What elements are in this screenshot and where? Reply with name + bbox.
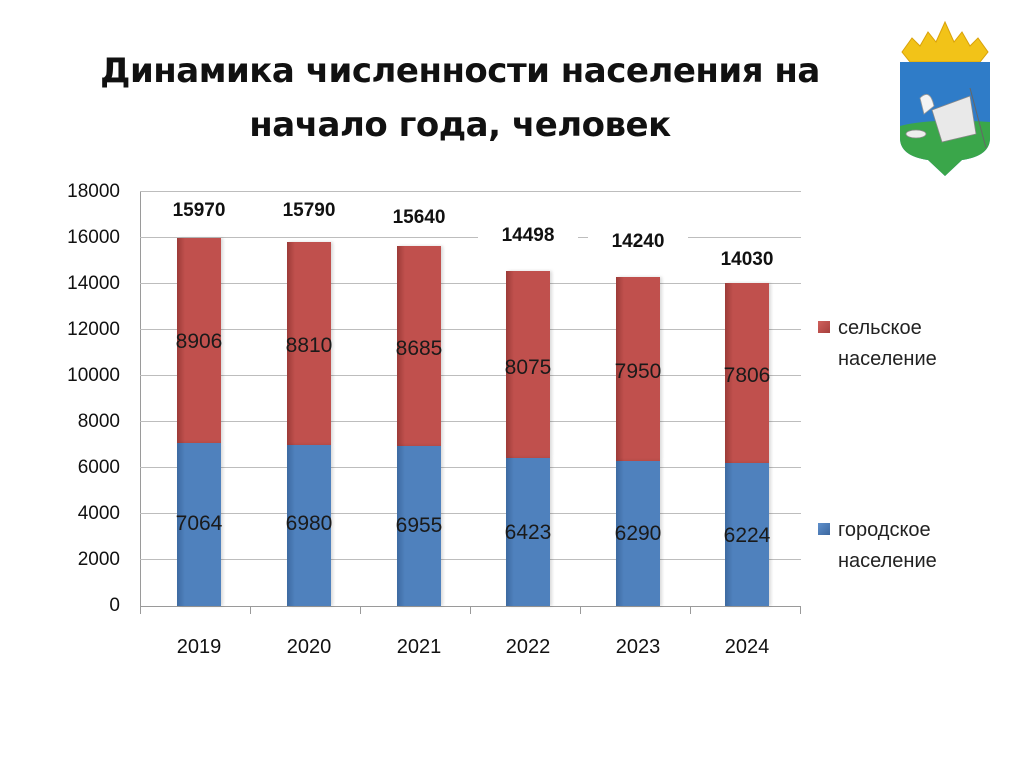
x-tick-label: 2019 xyxy=(176,636,222,658)
bar-segment-rural xyxy=(397,246,441,446)
bar-segment-rural xyxy=(177,238,221,443)
gridline xyxy=(140,559,801,560)
title-line-2: начало года, человек xyxy=(249,105,671,145)
y-tick-label: 14000 xyxy=(67,273,120,294)
bar-segment-rural xyxy=(725,283,769,463)
gridline xyxy=(140,375,801,376)
x-tick-label: 2021 xyxy=(396,636,442,658)
gridline xyxy=(140,421,801,422)
urban-value-label: 6980 xyxy=(285,512,333,535)
total-label: 14240 xyxy=(588,231,688,253)
y-tick-label: 10000 xyxy=(67,365,120,386)
x-tick-label: 2023 xyxy=(615,636,661,658)
x-tick-label: 2022 xyxy=(505,636,551,658)
legend-label-rural: сельское население xyxy=(838,317,937,370)
slide-title: Динамика численности населения на начало… xyxy=(40,44,880,152)
bar-segment-urban xyxy=(616,461,660,606)
rural-value-label: 8810 xyxy=(285,334,333,357)
rural-value-label: 7950 xyxy=(614,360,662,383)
x-tick-mark xyxy=(580,606,581,614)
rural-value-label: 8075 xyxy=(504,356,552,379)
urban-value-label: 7064 xyxy=(175,512,223,535)
rural-value-label: 8906 xyxy=(175,330,223,353)
y-tick-label: 0 xyxy=(109,595,120,616)
x-tick-mark xyxy=(690,606,691,614)
total-label: 15790 xyxy=(259,200,359,222)
urban-value-label: 6224 xyxy=(723,524,771,547)
rural-value-label: 8685 xyxy=(395,337,443,360)
coat-of-arms-icon xyxy=(900,20,990,176)
urban-value-label: 6290 xyxy=(614,522,662,545)
x-tick-mark xyxy=(140,606,141,614)
gridline xyxy=(140,329,801,330)
x-tick-mark xyxy=(470,606,471,614)
gridline xyxy=(140,467,801,468)
urban-value-label: 6955 xyxy=(395,514,443,537)
y-tick-label: 2000 xyxy=(77,549,120,570)
x-tick-mark xyxy=(250,606,251,614)
y-tick-label: 18000 xyxy=(67,181,120,202)
gridline xyxy=(140,513,801,514)
bar-segment-urban xyxy=(725,463,769,606)
title-line-1: Динамика численности населения на xyxy=(100,51,820,91)
x-tick-mark xyxy=(360,606,361,614)
legend-swatch-rural-icon xyxy=(818,321,830,333)
x-tick-label: 2020 xyxy=(286,636,332,658)
total-label: 15970 xyxy=(149,200,249,222)
rural-value-label: 7806 xyxy=(723,364,771,387)
bar-segment-rural xyxy=(287,242,331,445)
y-tick-label: 6000 xyxy=(77,457,120,478)
y-axis xyxy=(140,191,141,607)
y-tick-label: 8000 xyxy=(77,411,120,432)
legend-swatch-urban-icon xyxy=(818,523,830,535)
bar-segment-urban xyxy=(397,446,441,606)
bar-segment-rural xyxy=(616,277,660,461)
legend-label-urban: городское население xyxy=(838,519,937,572)
y-tick-label: 16000 xyxy=(67,227,120,248)
gridline xyxy=(140,191,801,192)
y-tick-label: 4000 xyxy=(77,503,120,524)
total-label: 15640 xyxy=(369,207,469,229)
y-tick-label: 12000 xyxy=(67,319,120,340)
urban-value-label: 6423 xyxy=(504,521,552,544)
gridline xyxy=(140,283,801,284)
bar-segment-urban xyxy=(506,458,550,606)
bar-segment-urban xyxy=(287,445,331,606)
gridline xyxy=(140,237,801,238)
total-label: 14498 xyxy=(478,225,578,247)
x-tick-label: 2024 xyxy=(724,636,770,658)
x-tick-mark xyxy=(800,606,801,614)
total-label: 14030 xyxy=(697,249,797,271)
bar-segment-urban xyxy=(177,443,221,606)
bar-segment-rural xyxy=(506,271,550,458)
